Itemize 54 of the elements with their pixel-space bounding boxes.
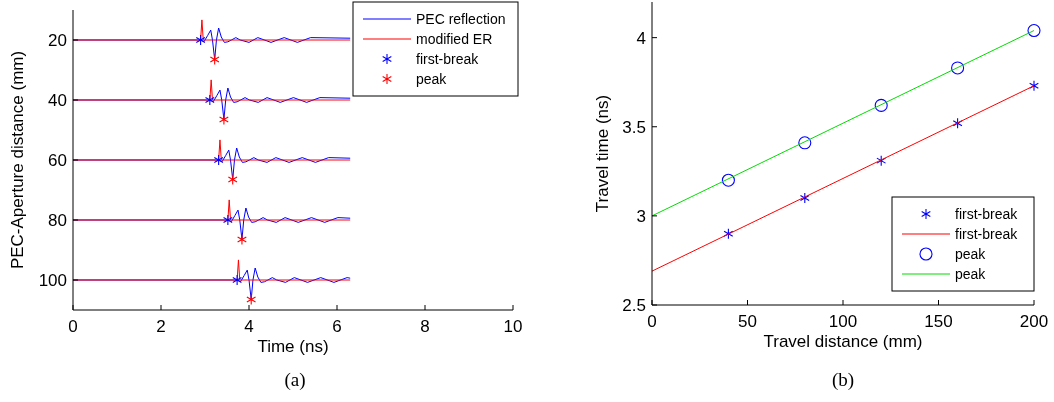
point: [799, 192, 810, 204]
x-axis-title: Travel distance (mm): [763, 332, 923, 351]
legend-label: modified ER: [416, 30, 493, 47]
text: (b): [831, 369, 855, 391]
y-tick-label: 80: [48, 210, 67, 230]
y-tick-label: 4: [636, 28, 646, 48]
y-axis-title: PEC-Aperture distance (mm): [8, 50, 27, 270]
point: [232, 274, 242, 286]
x-tick-label: 8: [420, 317, 430, 336]
x-tick-label: 2: [156, 317, 166, 336]
point: [952, 117, 963, 129]
point: [1027, 23, 1041, 38]
y-tick-label: 20: [48, 30, 67, 50]
point: [951, 61, 965, 75]
y-tick-label: 3: [636, 206, 646, 226]
point: [213, 154, 224, 166]
y-tick-label: 60: [48, 150, 67, 170]
y-tick-label: 3.5: [622, 117, 646, 137]
point: [723, 228, 734, 240]
x-axis-title: Time (ns): [257, 337, 329, 356]
x-tick-label: 4: [244, 317, 254, 336]
x-tick-label: 100: [828, 312, 858, 331]
y-axis-title: Travel time (ns): [593, 94, 612, 213]
x-tick-label: 0: [647, 312, 657, 331]
point: [227, 173, 238, 186]
text: (a): [284, 369, 306, 391]
x-tick-label: 150: [924, 312, 953, 331]
legend-label: first-break: [955, 205, 1019, 222]
point: [209, 53, 220, 66]
point: [874, 98, 888, 112]
x-tick-label: 200: [1019, 312, 1049, 331]
legend-label: first-break: [955, 225, 1019, 242]
x-tick-label: 10: [503, 317, 523, 336]
x-tick-label: 50: [738, 312, 757, 331]
point: [204, 94, 215, 106]
x-tick-label: 0: [68, 317, 78, 336]
point: [1029, 80, 1039, 92]
point: [219, 113, 229, 126]
point: [798, 136, 812, 150]
y-tick-label: 2.5: [622, 295, 646, 315]
point: [195, 34, 206, 46]
point: [223, 214, 233, 226]
legend-label: first-break: [416, 50, 480, 67]
point: [876, 155, 887, 167]
legend-label: peak: [416, 70, 448, 87]
legend-label: peak: [955, 265, 987, 282]
y-tick-label: 100: [38, 270, 67, 290]
x-tick-label: 6: [332, 317, 342, 336]
y-tick-label: 40: [48, 90, 67, 110]
point: [721, 173, 735, 187]
legend-label: PEC reflection: [416, 10, 506, 27]
legend-label: peak: [955, 245, 987, 262]
point: [246, 293, 257, 306]
point: [237, 233, 247, 246]
